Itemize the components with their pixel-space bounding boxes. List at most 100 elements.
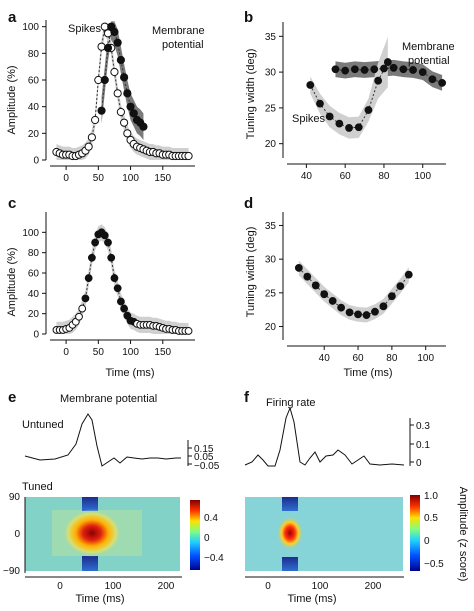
panel-b-spikes-point — [364, 106, 373, 114]
panel-b-mp-point — [438, 78, 447, 87]
panel-e-trace-ytick-1: 0.15 — [194, 444, 214, 455]
panel-b-mp-point — [409, 66, 417, 74]
panel-b-mp-point — [389, 63, 398, 72]
panel-e-xtick-3: 200 — [158, 581, 175, 592]
panel-b-spikes-point — [306, 81, 315, 89]
panel-f-title: Firing rate — [266, 397, 316, 409]
panel-a-mp-point — [113, 38, 122, 47]
panel-d-ytick-label: 35 — [265, 221, 277, 232]
panel-d-point — [303, 272, 312, 281]
panel-b-ytick-label: 30 — [265, 68, 277, 79]
panel-d-point — [387, 292, 396, 301]
panel-e-title: Membrane potential — [60, 393, 157, 405]
panel-f-trace-ytick-3: 0 — [416, 458, 422, 469]
panel-a-mp-point — [129, 109, 138, 118]
panel-f-cbar-tick-2: 0.5 — [424, 513, 438, 524]
panel-c-xtick-label: 50 — [93, 347, 105, 358]
panel-e-tuned-label: Tuned — [22, 481, 53, 493]
panel-d-point — [320, 290, 329, 299]
panel-letter-c: c — [8, 195, 16, 212]
panel-d-xlabel: Time (ms) — [343, 367, 392, 379]
panel-c-ytick-label: 0 — [33, 330, 39, 341]
panel-b-xtick-label: 80 — [378, 171, 390, 182]
panel-c-xlabel: Time (ms) — [105, 367, 154, 379]
panel-letter-f: f — [244, 389, 250, 406]
panel-d-xtick-label: 60 — [352, 353, 364, 364]
panel-c-ytick-label: 20 — [28, 309, 40, 320]
panel-a-spikes-point — [113, 89, 122, 98]
panel-c-point — [91, 238, 100, 247]
panel-c-point — [110, 274, 119, 282]
panel-b-mp-point — [399, 65, 408, 74]
panel-b-ytick-label: 20 — [265, 139, 277, 150]
panel-d-point — [345, 308, 354, 317]
panel-b-spikes-point — [335, 119, 344, 128]
panel-c-point — [107, 253, 116, 262]
panel-b-spikes-point — [383, 58, 392, 66]
panel-a-spikes-point — [123, 129, 132, 138]
panel-d-ytick-label: 20 — [265, 322, 277, 333]
panel-d-xtick-label: 100 — [417, 353, 434, 364]
panel-b-xtick-label: 40 — [301, 171, 313, 182]
panel-c-point — [113, 284, 122, 293]
panel-d-point — [379, 302, 388, 311]
panel-a-ytick-label: 0 — [33, 156, 39, 167]
panel-a-mp-label-2: potential — [162, 39, 204, 51]
panel-e-map-ytick-1: 90 — [9, 492, 21, 503]
panel-b-ytick-label: 25 — [265, 103, 277, 114]
panel-a-xtick-label: 0 — [63, 173, 69, 184]
panel-b-mp-point — [350, 65, 359, 74]
panel-d-point — [371, 307, 379, 316]
panel-c-ylabel: Amplitude (%) — [6, 247, 18, 316]
panel-d-xtick-label: 80 — [386, 353, 398, 364]
panel-d-point — [311, 281, 320, 290]
panel-b-mp-point — [418, 68, 427, 77]
panel-b-spikes-point — [374, 76, 383, 85]
panel-c-point — [75, 312, 83, 321]
panel-c-point — [84, 274, 93, 282]
panel-b-mp-label-1: Membrane — [402, 41, 455, 53]
panel-letter-a: a — [8, 9, 17, 26]
panel-b-mp-label-2: potential — [408, 55, 450, 67]
panel-f-xtick-3: 200 — [365, 581, 382, 592]
panel-a-spikes-point — [116, 107, 125, 117]
panel-a-mp-point — [120, 73, 129, 82]
panel-d-point — [294, 264, 303, 272]
panel-c-point — [81, 294, 90, 303]
panel-c-point — [184, 327, 193, 335]
panel-a-xtick-label: 150 — [154, 173, 171, 184]
panel-a-ytick-label: 100 — [22, 22, 39, 33]
panel-f-cbar-tick-1: 1.0 — [424, 491, 438, 502]
panel-c-xtick-label: 150 — [154, 347, 171, 358]
panel-b-spikes-point — [325, 112, 334, 121]
panel-f-cbar-label: Amplitude (z score) — [457, 487, 469, 582]
panel-b-spikes-point — [354, 123, 363, 132]
panel-b-mp-point — [380, 64, 388, 73]
panel-f-colorbar — [410, 495, 420, 571]
panel-d-point — [404, 270, 413, 279]
panel-d-point — [396, 282, 405, 291]
panel-b-mp-point — [370, 65, 379, 74]
panel-b-spikes-line — [309, 61, 389, 129]
panel-d-point — [328, 297, 337, 305]
panel-b-spikes-label: Spikes — [292, 113, 326, 125]
panel-e-cbar-tick-3: −0.4 — [204, 553, 224, 564]
panel-c-ytick-label: 40 — [28, 289, 40, 300]
panel-e-xlabel: Time (ms) — [75, 593, 124, 605]
panel-c-xtick-label: 100 — [122, 347, 139, 358]
panel-d-line — [298, 267, 410, 316]
panel-letter-e: e — [8, 389, 16, 406]
panel-c-point — [104, 238, 112, 247]
panel-f-xtick-1: 0 — [265, 581, 271, 592]
panel-c-point — [78, 304, 87, 313]
panel-c-ytick-label: 80 — [28, 248, 40, 259]
panel-b-xtick-label: 60 — [340, 171, 352, 182]
panel-e-trace-ytick-3: −0.05 — [194, 461, 220, 472]
panel-b-mp-point — [331, 65, 340, 74]
panel-c-point — [116, 297, 125, 306]
panel-a-xtick-label: 100 — [122, 173, 139, 184]
panel-a-mp-point — [126, 102, 135, 111]
panel-b-xtick-label: 100 — [414, 171, 431, 182]
panel-a-xtick-label: 50 — [93, 173, 105, 184]
